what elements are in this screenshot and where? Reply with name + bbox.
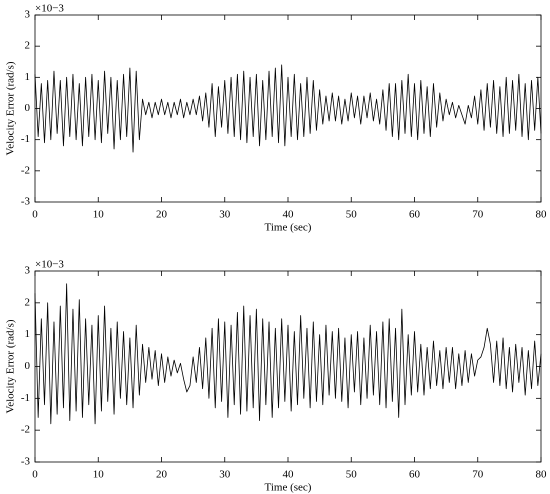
y-axis-label: Velocity Error (rad/s) xyxy=(5,61,17,155)
x-tick-label: 60 xyxy=(409,209,421,221)
y-tick-label: -2 xyxy=(21,164,30,176)
x-tick-label: 20 xyxy=(156,209,168,221)
y-tick-label: 1 xyxy=(25,328,31,340)
x-tick-label: 0 xyxy=(32,469,38,481)
x-tick-label: 40 xyxy=(283,469,295,481)
y-tick-label: 3 xyxy=(25,9,31,21)
axis-multiplier: ×10−3 xyxy=(35,259,64,271)
y-tick-label: -2 xyxy=(21,424,30,436)
x-tick-label: 0 xyxy=(32,209,38,221)
line-series xyxy=(34,64,542,153)
line-series xyxy=(34,283,542,425)
axis-multiplier: ×10−3 xyxy=(35,3,64,15)
x-tick-label: 50 xyxy=(346,209,358,221)
x-tick-label: 20 xyxy=(156,469,168,481)
y-axis-label: Velocity Error (rad/s) xyxy=(5,319,17,413)
plot-area xyxy=(35,271,541,462)
x-tick-label: 30 xyxy=(219,209,231,221)
y-tick-label: 2 xyxy=(25,296,31,308)
y-tick-label: -3 xyxy=(21,456,31,468)
x-tick-label: 80 xyxy=(536,209,548,221)
y-tick-label: 2 xyxy=(25,40,31,52)
x-tick-label: 10 xyxy=(93,209,105,221)
x-tick-label: 40 xyxy=(283,209,295,221)
x-tick-label: 70 xyxy=(472,469,484,481)
x-axis-label: Time (sec) xyxy=(265,482,312,494)
y-tick-label: 0 xyxy=(25,360,31,372)
plot-area xyxy=(35,15,541,202)
y-tick-label: 3 xyxy=(25,265,31,277)
y-tick-label: -1 xyxy=(21,133,30,145)
x-tick-label: 70 xyxy=(472,209,484,221)
x-tick-label: 10 xyxy=(93,469,105,481)
x-tick-label: 80 xyxy=(536,469,548,481)
y-tick-label: -3 xyxy=(21,196,31,208)
y-tick-label: 1 xyxy=(25,71,31,83)
y-tick-label: 0 xyxy=(25,102,31,114)
y-tick-label: -1 xyxy=(21,392,30,404)
x-tick-label: 30 xyxy=(219,469,231,481)
x-axis-label: Time (sec) xyxy=(265,222,312,234)
x-tick-label: 50 xyxy=(346,469,358,481)
x-tick-label: 60 xyxy=(409,469,421,481)
